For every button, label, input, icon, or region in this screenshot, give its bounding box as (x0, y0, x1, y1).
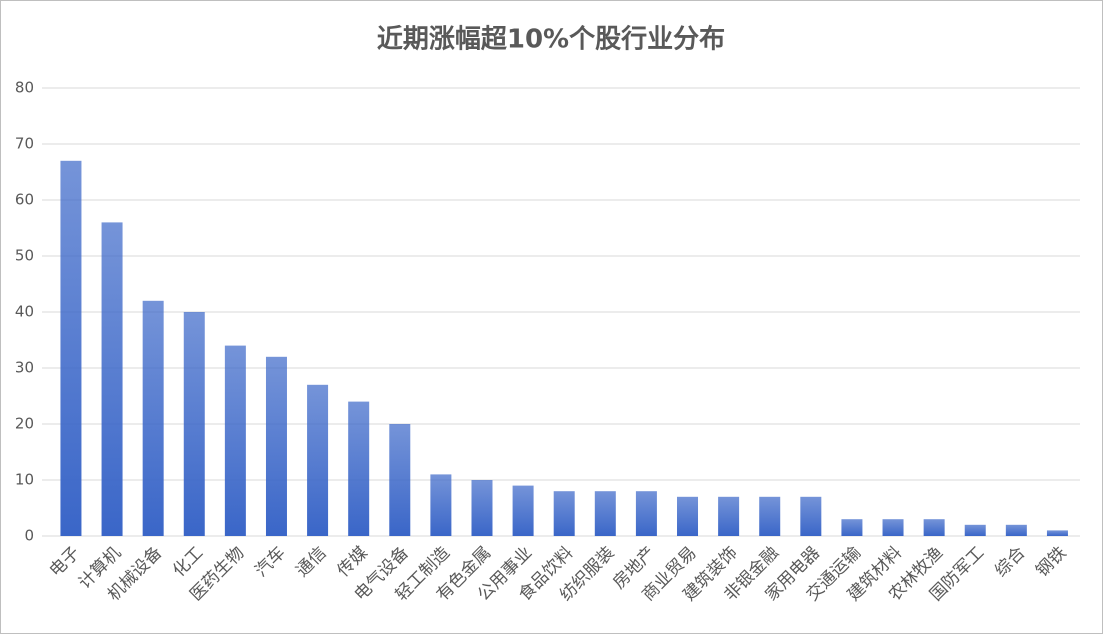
bar (1005, 524, 1027, 536)
bar (307, 384, 329, 536)
bar (183, 312, 205, 536)
bar (882, 519, 904, 536)
bar (594, 491, 616, 536)
y-tick-label: 70 (15, 135, 34, 153)
bar (923, 519, 945, 536)
bar (142, 300, 164, 536)
y-tick-label: 50 (15, 247, 34, 265)
y-tick-label: 10 (15, 471, 34, 489)
bar (430, 474, 452, 536)
bar (389, 424, 411, 536)
bar (60, 160, 82, 537)
bar (101, 222, 123, 536)
bar (471, 480, 493, 536)
bar (759, 496, 781, 536)
bar (1046, 530, 1068, 536)
y-tick-label: 40 (15, 303, 34, 321)
y-tick-label: 0 (24, 527, 34, 545)
bar (800, 496, 822, 536)
bar (677, 496, 699, 536)
y-tick-label: 60 (15, 191, 34, 209)
bar (265, 356, 287, 536)
y-tick-label: 80 (15, 79, 34, 97)
bar (224, 345, 246, 536)
bar (512, 485, 534, 536)
bar (841, 519, 863, 536)
chart-title: 近期涨幅超10%个股行业分布 (377, 24, 725, 55)
y-tick-label: 30 (15, 359, 34, 377)
y-tick-label: 20 (15, 415, 34, 433)
bar (553, 491, 575, 536)
bar (718, 496, 740, 536)
bar (635, 491, 657, 536)
bar (348, 401, 370, 536)
bar (964, 524, 986, 536)
